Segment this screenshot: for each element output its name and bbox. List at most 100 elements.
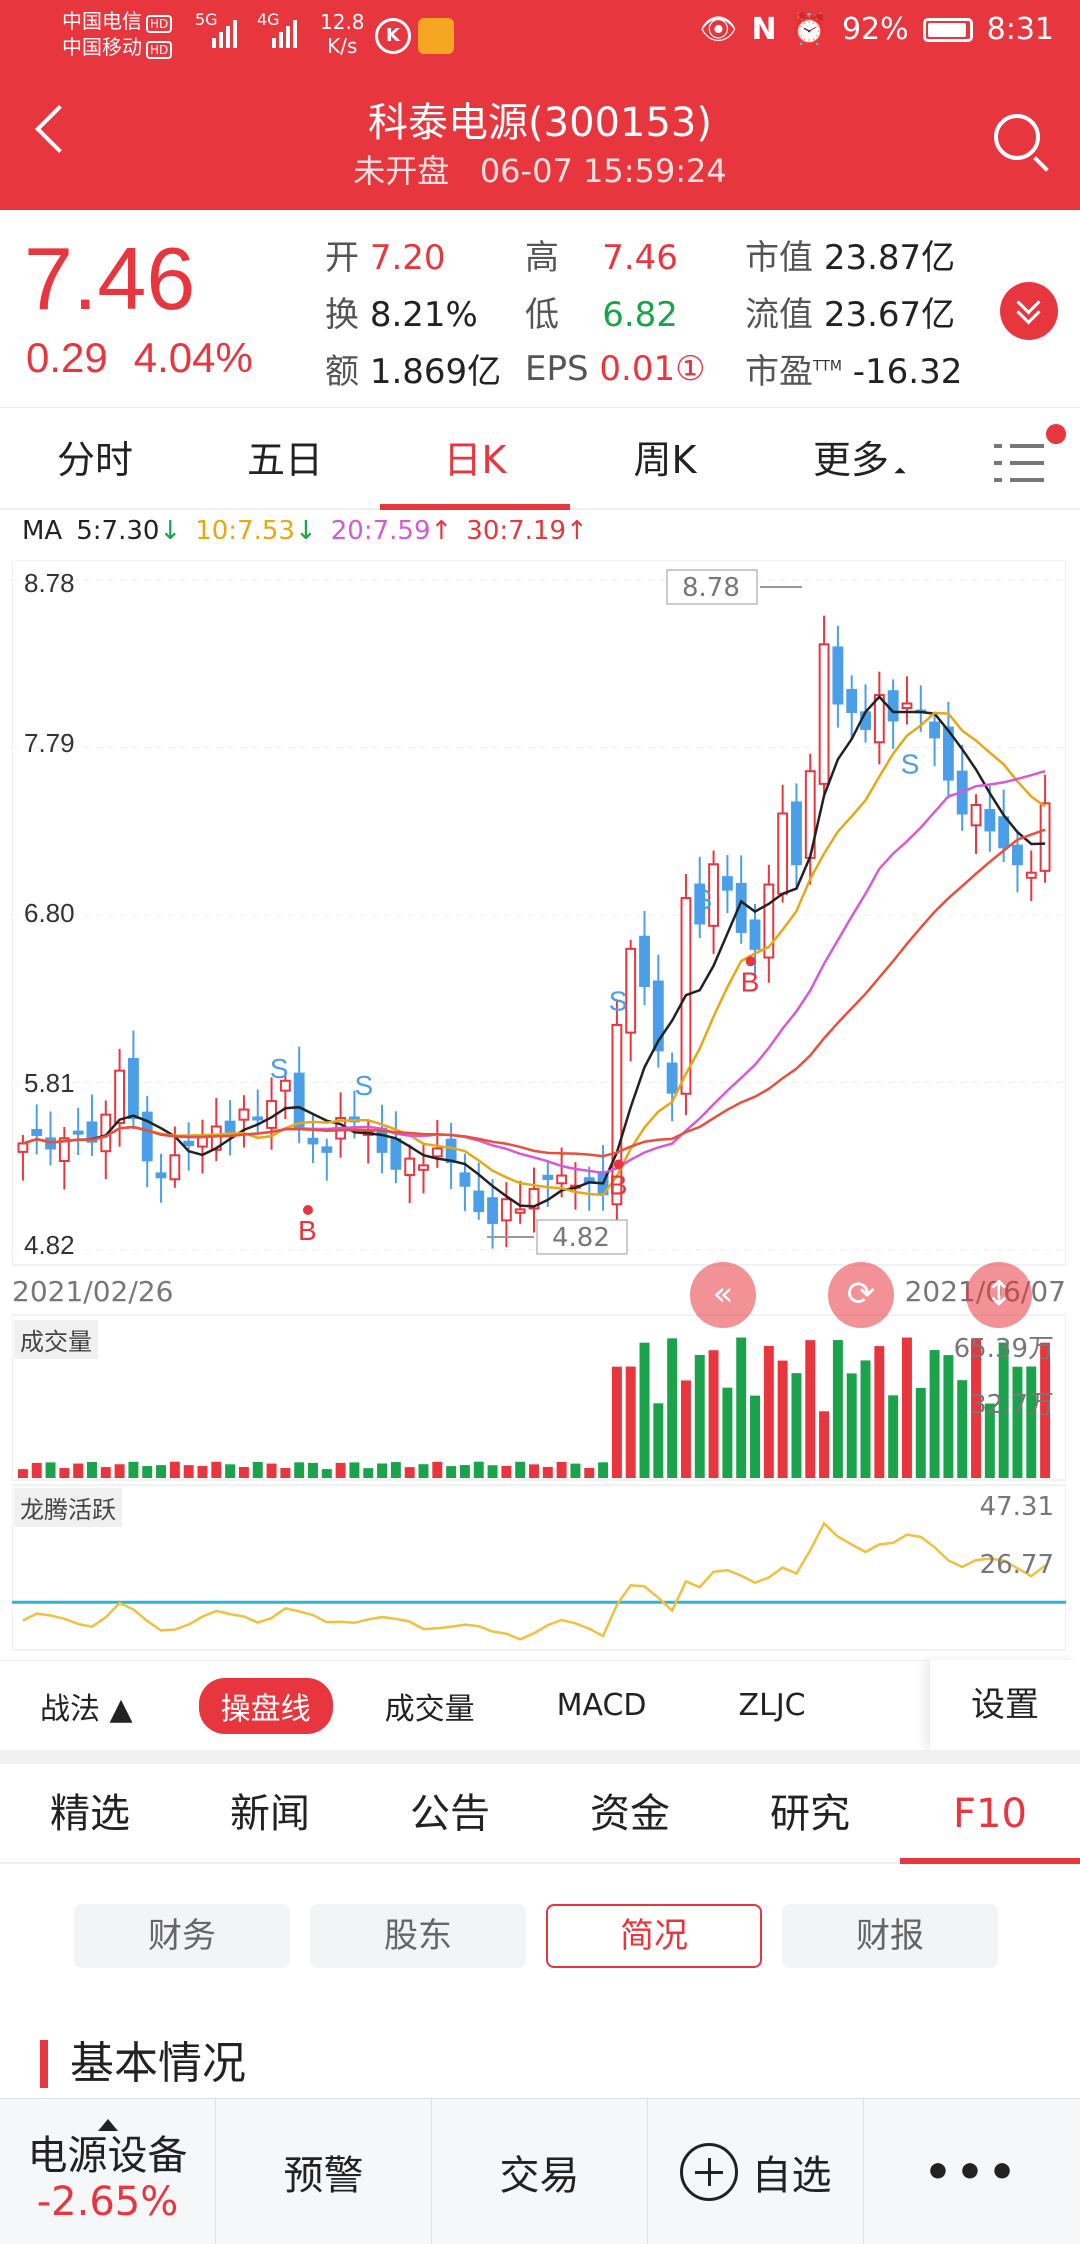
candle-body bbox=[404, 1157, 416, 1176]
subtab-reports[interactable]: 财报 bbox=[782, 1904, 998, 1968]
volume-bar bbox=[377, 1463, 388, 1478]
start-date: 2021/02/26 bbox=[12, 1275, 174, 1308]
tab-daily-k[interactable]: 日K bbox=[380, 410, 570, 510]
volume-bar bbox=[432, 1461, 443, 1478]
ma30-arrow: ↑ bbox=[566, 516, 588, 546]
candle-body bbox=[279, 1079, 291, 1092]
trade-button[interactable]: 交易 bbox=[432, 2099, 648, 2244]
app-k-icon: K bbox=[375, 18, 411, 54]
candle-body bbox=[224, 1120, 236, 1133]
search-icon[interactable] bbox=[994, 114, 1040, 160]
carrier-1: 中国电信 bbox=[62, 9, 142, 33]
rotate-button[interactable]: ⟳ bbox=[828, 1262, 894, 1328]
buy-signal: B bbox=[741, 966, 760, 997]
volume-bar bbox=[142, 1466, 153, 1478]
volume-bar bbox=[335, 1462, 346, 1478]
volume-bar bbox=[211, 1461, 222, 1478]
resize-button[interactable]: ↕ bbox=[966, 1262, 1032, 1328]
candle-body bbox=[735, 882, 747, 933]
volume-bar bbox=[832, 1340, 843, 1478]
alarm-icon: ⏰ bbox=[790, 12, 828, 47]
volume-bar bbox=[750, 1395, 760, 1478]
scroll-left-button[interactable]: « bbox=[690, 1262, 756, 1328]
ma30-line bbox=[22, 828, 1046, 1158]
list-settings-icon[interactable] bbox=[994, 440, 1044, 486]
zhanfa-button[interactable]: 战法 ▲ bbox=[40, 1691, 133, 1727]
indicator-macd[interactable]: MACD bbox=[556, 1688, 647, 1723]
candle-body bbox=[708, 863, 719, 927]
tab-funds[interactable]: 资金 bbox=[590, 1791, 670, 1837]
volume-bar bbox=[128, 1461, 139, 1478]
candle-body bbox=[293, 1072, 305, 1128]
indicator-caopanxian[interactable]: 操盘线 bbox=[198, 1677, 333, 1734]
expand-quote-button[interactable] bbox=[1000, 282, 1058, 340]
candle-body bbox=[252, 1116, 264, 1121]
candle-body bbox=[528, 1188, 540, 1210]
kline-chart[interactable]: B B B S S S S S 8.78 4.82 8.78 7.79 6.80 5.81 4.8… bbox=[12, 560, 1066, 1655]
volume-bar bbox=[59, 1468, 70, 1478]
volume-bar bbox=[114, 1464, 125, 1478]
tab-more[interactable]: 更多 bbox=[760, 410, 950, 508]
tab-featured[interactable]: 精选 bbox=[50, 1791, 130, 1837]
volume-bar bbox=[1012, 1366, 1023, 1478]
tab-five-day[interactable]: 五日 bbox=[246, 438, 323, 482]
volume-bar bbox=[459, 1465, 470, 1478]
candle-body bbox=[777, 812, 789, 895]
candle-body bbox=[307, 1137, 319, 1145]
volume-bar bbox=[570, 1463, 581, 1478]
candle-body bbox=[155, 1172, 167, 1179]
candle-body bbox=[86, 1121, 98, 1143]
sector-button[interactable]: 电源设备 -2.65% bbox=[0, 2099, 216, 2244]
subtab-finance[interactable]: 财务 bbox=[74, 1904, 290, 1968]
page-title: 科泰电源(300153) bbox=[368, 100, 712, 146]
hd-badge: HD bbox=[146, 15, 173, 33]
net-type-1: 5G bbox=[195, 10, 218, 29]
y-tick: 7.79 bbox=[24, 728, 75, 758]
volume-bar bbox=[266, 1463, 277, 1478]
subtab-shareholders[interactable]: 股东 bbox=[310, 1904, 526, 1968]
expand-up-icon bbox=[97, 2119, 118, 2131]
volume-bar bbox=[45, 1462, 56, 1478]
candle-body bbox=[169, 1154, 181, 1181]
volume-bar bbox=[252, 1462, 263, 1478]
tab-weekly-k[interactable]: 周K bbox=[633, 438, 697, 482]
sector-name: 电源设备 bbox=[27, 2133, 188, 2179]
candle-body bbox=[459, 1172, 471, 1187]
high-marker-label: 8.78 bbox=[682, 573, 740, 603]
buy-signal: B bbox=[298, 1215, 317, 1246]
add-watchlist-button[interactable]: 自选 bbox=[648, 2099, 864, 2244]
candle-body bbox=[652, 980, 664, 1052]
tab-f10[interactable]: F10 bbox=[900, 1764, 1080, 1864]
y-tick: 5.81 bbox=[24, 1068, 75, 1098]
volume-bar bbox=[874, 1346, 885, 1478]
ma20-line bbox=[22, 769, 1046, 1175]
volume-bar bbox=[487, 1465, 498, 1478]
candle-body bbox=[721, 876, 733, 891]
indicator-volume[interactable]: 成交量 bbox=[384, 1691, 475, 1727]
volume-bar bbox=[542, 1466, 553, 1478]
candle-body bbox=[694, 883, 706, 925]
subtab-overview[interactable]: 简况 bbox=[546, 1904, 762, 1968]
volume-bar bbox=[998, 1342, 1009, 1478]
indicator-zljc[interactable]: ZLJC bbox=[738, 1688, 806, 1723]
alert-button[interactable]: 预警 bbox=[216, 2099, 432, 2244]
carrier-info: 中国电信 HD 中国移动 HD bbox=[62, 8, 173, 60]
tab-announcements[interactable]: 公告 bbox=[410, 1791, 490, 1837]
volume-bar bbox=[473, 1461, 484, 1478]
volume-bar bbox=[280, 1468, 291, 1478]
candle-body bbox=[500, 1198, 512, 1222]
ma10-arrow: ↓ bbox=[294, 516, 317, 546]
volume-bar bbox=[73, 1463, 84, 1478]
candle-body bbox=[390, 1138, 402, 1170]
more-menu-button[interactable]: ••• bbox=[923, 2146, 1021, 2198]
top-header: 中国电信 HD 中国移动 HD 5G 4G 12.8 K/s K 👁 N ⏰ 92% … bbox=[0, 0, 1080, 210]
ma5-value: 5:7.30 bbox=[76, 516, 160, 546]
tab-news[interactable]: 新闻 bbox=[230, 1791, 310, 1837]
nfc-icon: N bbox=[751, 12, 777, 47]
volume-bar bbox=[294, 1462, 305, 1478]
candle-body bbox=[1025, 871, 1037, 879]
candle-body bbox=[832, 646, 844, 705]
settings-button[interactable]: 设置 bbox=[930, 1660, 1080, 1750]
tab-research[interactable]: 研究 bbox=[770, 1791, 850, 1837]
tab-intraday[interactable]: 分时 bbox=[56, 438, 133, 482]
